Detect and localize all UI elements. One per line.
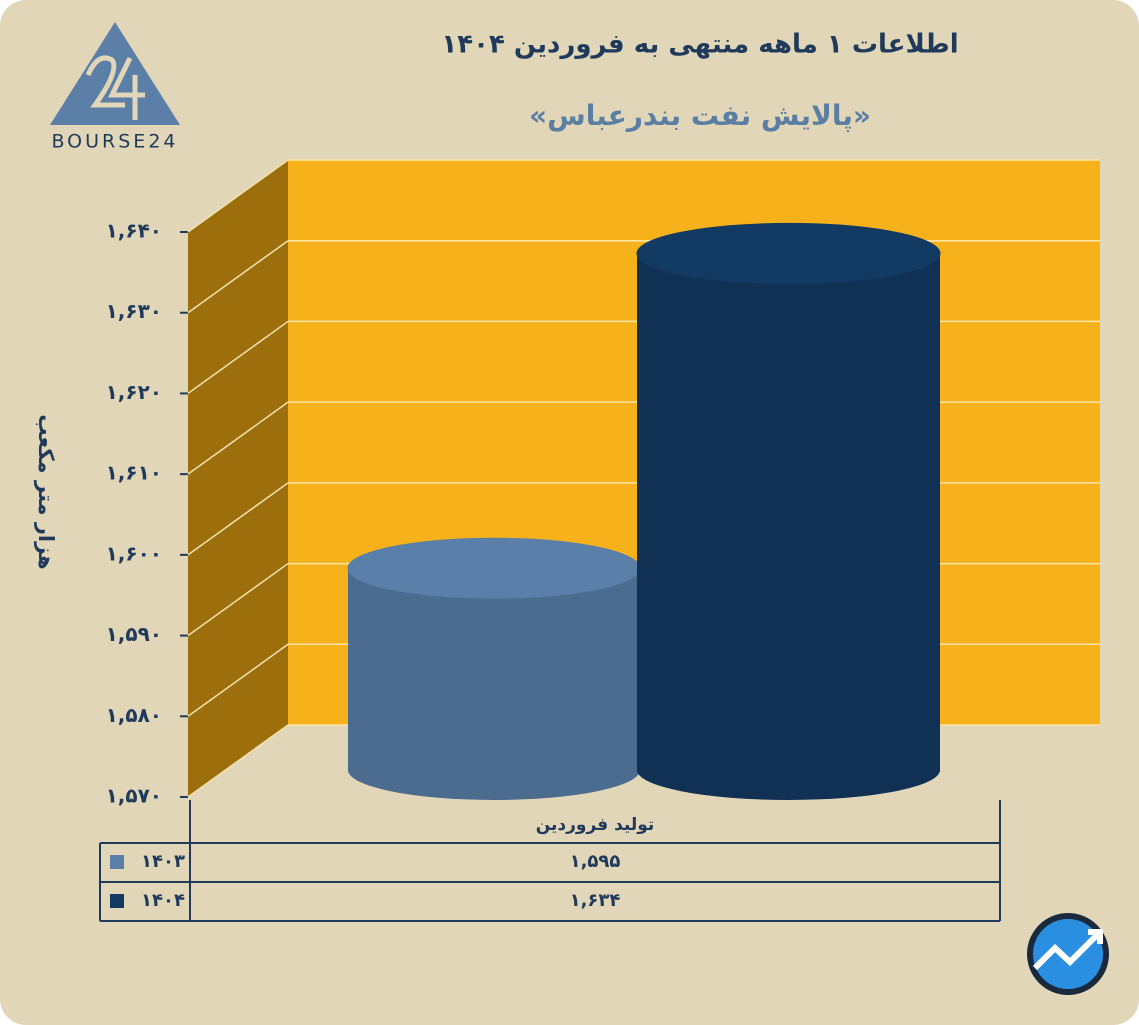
y-tick-label: ۱,۶۱۰: [106, 461, 162, 485]
bar-shade: [348, 568, 640, 800]
bar-top: [347, 537, 641, 599]
bar-top: [636, 222, 941, 284]
data-label: ۱,۵۹۵: [570, 851, 621, 872]
chart-subtitle: «پالایش نفت بندرعباس»: [529, 99, 871, 132]
y-tick-label: ۱,۵۹۰: [106, 622, 162, 646]
brand-icon-arrow: [1032, 929, 1103, 971]
logo-digits: [85, 55, 145, 120]
bar-body: [348, 568, 640, 800]
side-wall: [188, 160, 288, 797]
bar-shade: [637, 253, 940, 801]
y-tick-label: ۱,۶۲۰: [106, 380, 162, 404]
bar-body: [637, 253, 940, 801]
grid-line: [187, 724, 289, 798]
y-tick-label: ۱,۶۰۰: [106, 541, 162, 565]
category-label: تولید فروردین: [536, 815, 655, 835]
grid-line: [187, 240, 289, 314]
grid-line: [187, 159, 289, 233]
grid-line: [187, 401, 289, 475]
logo-text: BOURSE24: [51, 131, 178, 153]
grid-line: [187, 643, 289, 717]
brand-icon-inner: [1033, 919, 1103, 989]
y-tick-label: ۱,۵۸۰: [106, 703, 162, 727]
legend-swatch: [110, 855, 124, 869]
chart-title: اطلاعات ۱ ماهه منتهی به فروردین ۱۴۰۴: [441, 30, 958, 60]
y-axis-label: هزار متر مکعب: [34, 414, 58, 569]
y-tick-label: ۱,۵۷۰: [106, 784, 162, 808]
y-tick-label: ۱,۶۳۰: [106, 299, 162, 323]
legend-swatch: [110, 894, 124, 908]
data-table: [99, 800, 1001, 922]
legend-label: ۱۴۰۴: [141, 890, 185, 911]
grid-line: [187, 320, 289, 395]
legend-label: ۱۴۰۳: [141, 851, 185, 872]
grid-line: [187, 482, 289, 556]
data-label: ۱,۶۳۴: [570, 890, 621, 911]
grid-line: [187, 562, 289, 637]
y-tick-label: ۱,۶۴۰: [106, 219, 162, 243]
